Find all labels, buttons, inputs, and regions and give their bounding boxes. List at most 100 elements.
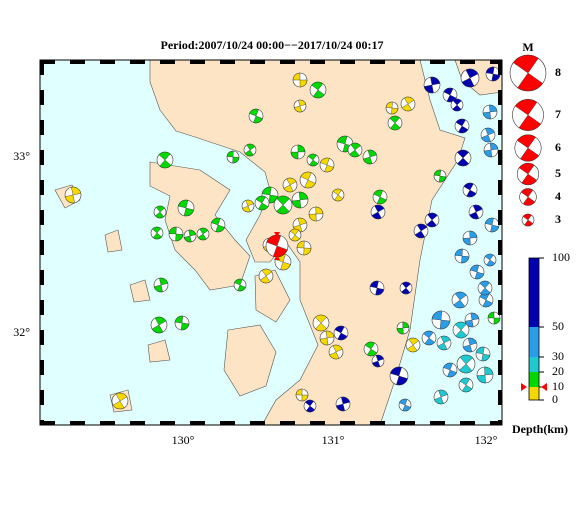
ball-quadrant <box>407 337 419 353</box>
ball-quadrant <box>197 227 209 241</box>
beach-ball <box>460 68 480 88</box>
ball-quadrant <box>459 354 473 374</box>
lat-label: 32° <box>13 325 30 339</box>
beach-ball <box>516 162 540 186</box>
beach-ball <box>519 188 537 206</box>
depth-band <box>529 372 539 387</box>
beach-ball <box>423 76 441 94</box>
border-tick <box>370 60 385 64</box>
ball-quadrant <box>291 191 309 209</box>
beach-ball <box>153 277 169 293</box>
ball-quadrant <box>433 169 447 183</box>
border-tick <box>40 270 44 285</box>
magnitude-label: 8 <box>555 65 561 79</box>
beach-ball <box>174 315 190 331</box>
lon-label: 130° <box>172 433 195 447</box>
border-tick <box>498 270 502 285</box>
ball-quadrant <box>423 330 435 346</box>
border-tick <box>190 421 205 425</box>
beach-ball <box>153 205 167 219</box>
beach-ball <box>451 291 469 309</box>
beach-ball <box>291 191 309 209</box>
frame-border <box>40 60 502 425</box>
beach-ball <box>168 226 184 242</box>
ball-quadrant <box>64 186 82 204</box>
beach-ball <box>64 186 82 204</box>
beach-ball <box>150 226 164 240</box>
ball-quadrant <box>459 377 473 393</box>
border-tick <box>340 60 355 64</box>
island <box>147 339 171 363</box>
beach-ball <box>347 142 363 158</box>
magnitude-label: 4 <box>555 189 561 203</box>
ball-quadrant <box>457 149 469 167</box>
border-tick <box>430 421 445 425</box>
depth-band <box>529 387 539 400</box>
beach-ball <box>399 281 413 295</box>
ball-quadrant <box>363 149 377 165</box>
ball-quadrant <box>332 188 344 202</box>
ball-quadrant <box>371 204 385 220</box>
ball-quadrant <box>399 398 411 412</box>
beach-ball <box>233 278 247 292</box>
island <box>129 279 151 303</box>
beach-ball <box>312 314 330 332</box>
border-tick <box>130 421 145 425</box>
ball-quadrant <box>464 312 480 328</box>
beach-ball <box>282 177 298 193</box>
ball-quadrant <box>452 98 462 112</box>
beach-ball <box>462 337 478 353</box>
ball-quadrant <box>476 366 494 384</box>
border-tick <box>498 60 502 75</box>
depth-tick-label: 20 <box>552 364 564 378</box>
border-tick <box>40 240 44 255</box>
beach-ball <box>389 366 409 386</box>
ball-quadrant <box>266 234 288 258</box>
beach-ball <box>396 321 410 335</box>
border-tick <box>400 421 415 425</box>
beach-ball <box>464 312 480 328</box>
amakusa <box>254 269 291 323</box>
ball-quadrant <box>431 310 451 330</box>
depth-tick-label: 30 <box>552 349 564 363</box>
beach-ball <box>442 87 458 103</box>
lat-label: 33° <box>13 149 30 163</box>
lon-label: 131° <box>322 433 345 447</box>
ball-quadrant <box>308 206 324 222</box>
ball-quadrant <box>364 341 378 357</box>
ball-quadrant <box>249 108 263 124</box>
beach-ball <box>452 321 470 339</box>
ball-quadrant <box>158 151 172 169</box>
ball-quadrant <box>369 280 385 296</box>
beach-ball <box>241 199 255 213</box>
border-tick <box>310 421 325 425</box>
border-tick <box>498 330 502 345</box>
beach-ball <box>288 228 302 242</box>
ball-quadrant <box>479 280 491 296</box>
ball-quadrant <box>234 278 246 292</box>
beach-ball <box>372 189 388 205</box>
beach-ball <box>248 108 264 124</box>
border-tick <box>250 60 265 64</box>
beach-ball <box>295 388 309 402</box>
beach-ball <box>469 264 485 280</box>
beach-ball <box>273 195 293 215</box>
beach-ball <box>243 143 257 157</box>
depth-band <box>529 357 539 372</box>
ball-quadrant <box>320 157 334 173</box>
ball-quadrant <box>516 134 540 162</box>
ball-quadrant <box>311 81 325 99</box>
depth-tick-label: 0 <box>552 392 558 406</box>
magnitude-label: 6 <box>555 140 561 154</box>
border-tick <box>40 210 44 225</box>
border-tick <box>40 330 44 345</box>
beach-ball <box>331 188 345 202</box>
border-tick <box>498 90 502 105</box>
border-tick <box>70 421 85 425</box>
ball-quadrant <box>390 366 408 386</box>
ball-quadrant <box>211 217 225 233</box>
ball-quadrant <box>177 199 195 217</box>
border-tick <box>370 421 385 425</box>
ball-quadrant <box>295 388 309 402</box>
